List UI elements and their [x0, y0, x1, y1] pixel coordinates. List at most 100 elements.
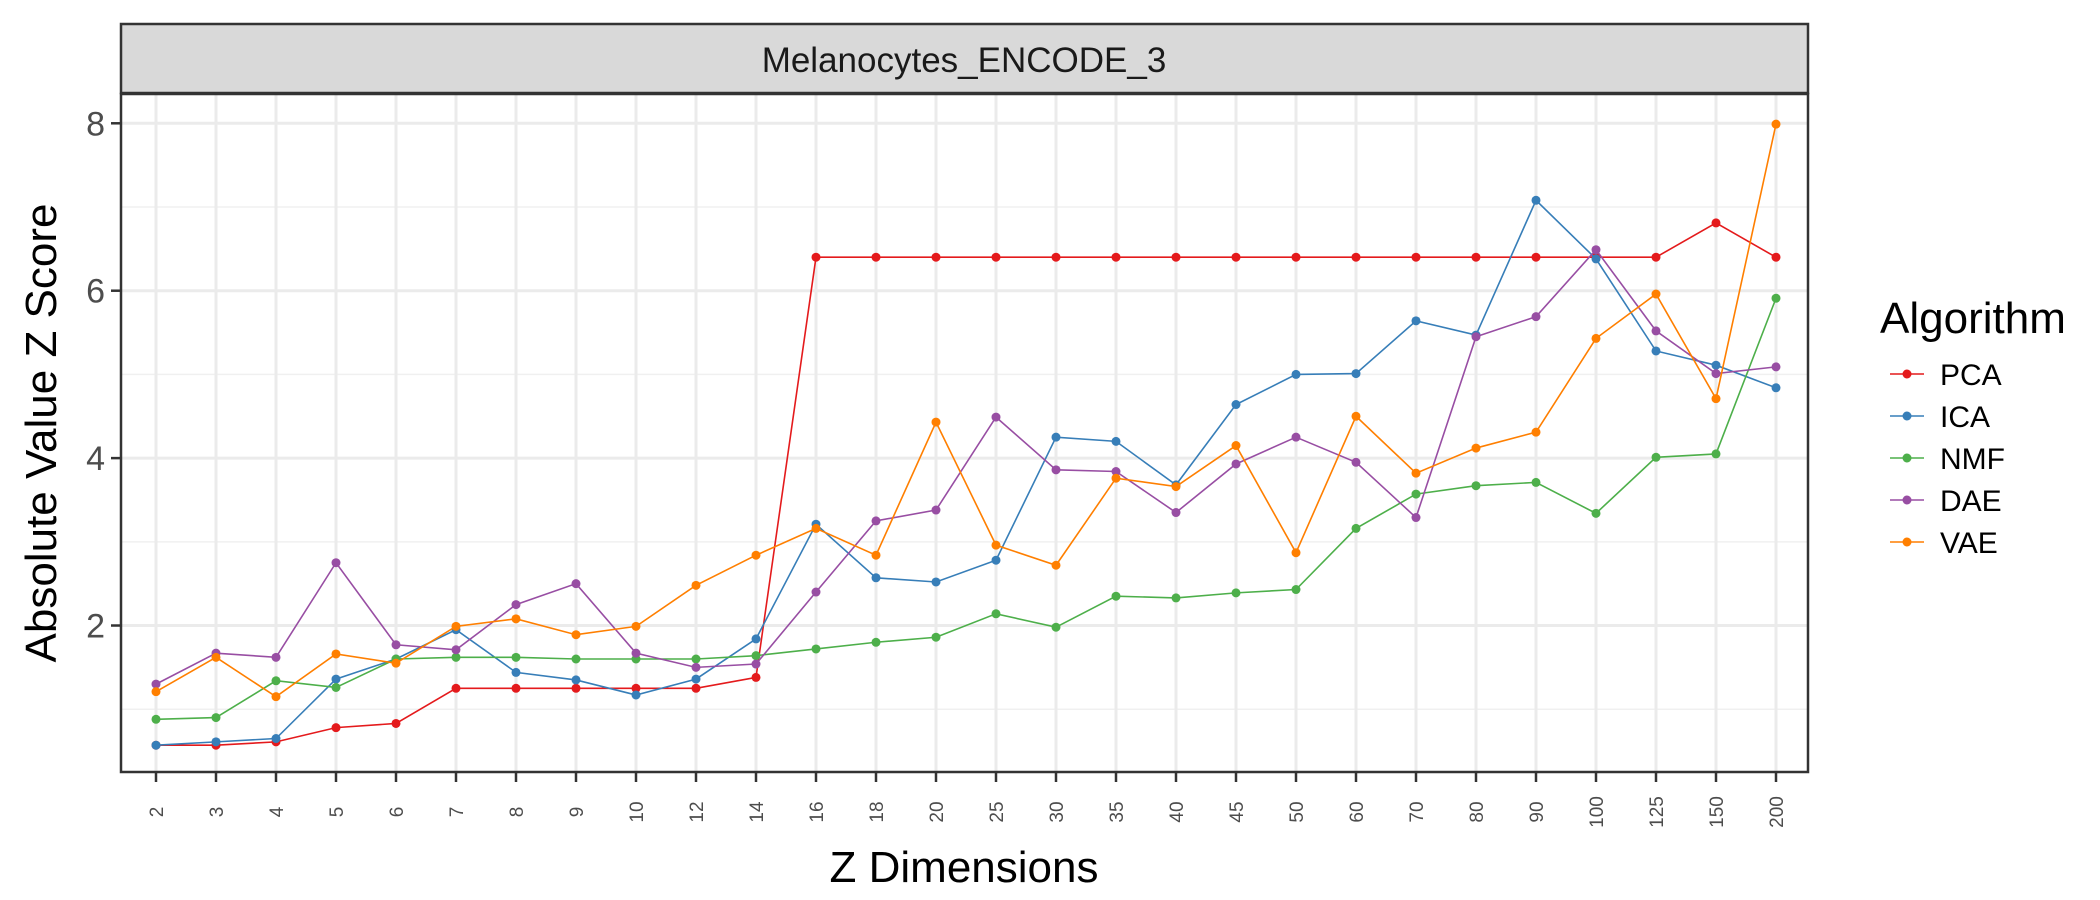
data-point-pca — [331, 723, 341, 733]
data-point-dae — [1711, 369, 1721, 379]
y-tick-label: 4 — [86, 440, 105, 478]
x-tick-label: 50 — [1287, 801, 1308, 822]
data-point-vae — [1471, 443, 1481, 453]
data-point-vae — [1771, 119, 1781, 129]
x-tick-label: 7 — [447, 807, 468, 818]
x-tick-label: 18 — [867, 801, 888, 822]
data-point-vae — [1591, 333, 1601, 343]
data-point-nmf — [991, 609, 1001, 619]
data-point-ica — [1531, 195, 1541, 205]
data-point-ica — [151, 740, 161, 750]
data-point-dae — [1471, 332, 1481, 342]
data-point-ica — [1231, 400, 1241, 410]
x-tick-label: 6 — [387, 807, 408, 818]
data-point-vae — [211, 652, 221, 662]
data-point-ica — [871, 573, 881, 583]
x-tick-label: 3 — [207, 807, 228, 818]
data-point-nmf — [751, 651, 761, 661]
data-point-vae — [451, 621, 461, 631]
y-axis-title: Absolute Value Z Score — [17, 204, 66, 663]
data-point-nmf — [871, 637, 881, 647]
x-tick-label: 60 — [1347, 801, 1368, 822]
legend-key-point — [1902, 537, 1912, 547]
legend-item-dae: DAE — [1890, 485, 2002, 518]
data-point-dae — [331, 558, 341, 568]
data-point-ica — [1591, 254, 1601, 264]
legend-item-ica: ICA — [1890, 401, 1990, 434]
series-nmf — [151, 293, 1781, 724]
data-point-vae — [1651, 289, 1661, 299]
data-point-dae — [931, 505, 941, 515]
data-point-vae — [991, 540, 1001, 550]
data-point-dae — [1351, 457, 1361, 467]
data-point-ica — [991, 555, 1001, 565]
data-point-dae — [511, 600, 521, 610]
data-point-nmf — [1711, 449, 1721, 459]
data-point-dae — [1171, 508, 1181, 518]
x-tick-label: 4 — [267, 806, 288, 817]
data-point-ica — [1711, 360, 1721, 370]
data-point-dae — [1591, 245, 1601, 255]
data-point-vae — [271, 692, 281, 702]
data-point-nmf — [271, 676, 281, 686]
data-point-dae — [1231, 459, 1241, 469]
series-layer — [151, 119, 1781, 750]
data-point-vae — [571, 630, 581, 640]
data-point-vae — [631, 621, 641, 631]
data-point-vae — [1171, 482, 1181, 492]
data-point-dae — [1051, 465, 1061, 475]
data-point-ica — [571, 675, 581, 685]
data-point-dae — [1111, 467, 1121, 477]
data-point-pca — [1051, 252, 1061, 262]
x-tick-label: 40 — [1167, 801, 1188, 822]
data-point-pca — [1291, 252, 1301, 262]
x-tick-label: 10 — [627, 801, 648, 822]
data-point-dae — [1411, 513, 1421, 523]
y-tick-label: 8 — [86, 105, 105, 143]
data-point-dae — [631, 648, 641, 658]
data-point-nmf — [1531, 477, 1541, 487]
data-point-ica — [1651, 346, 1661, 356]
data-point-nmf — [1051, 622, 1061, 632]
x-tick-label: 45 — [1227, 801, 1248, 822]
legend-label: NMF — [1940, 443, 2005, 476]
x-tick-label: 20 — [927, 801, 948, 822]
data-point-vae — [1531, 427, 1541, 437]
data-point-ica — [511, 667, 521, 677]
data-point-vae — [331, 649, 341, 659]
legend-key-point — [1902, 495, 1912, 505]
x-tick-label: 12 — [687, 801, 708, 822]
data-point-pca — [1111, 252, 1121, 262]
series-line-pca — [156, 221, 1777, 747]
panel-border — [119, 92, 1810, 774]
series-line-dae — [155, 248, 1777, 685]
data-point-nmf — [1651, 452, 1661, 462]
data-point-pca — [1171, 252, 1181, 262]
data-point-pca — [691, 683, 701, 693]
data-point-dae — [1771, 362, 1781, 372]
x-tick-label: 30 — [1047, 801, 1068, 822]
data-point-dae — [571, 579, 581, 589]
data-point-nmf — [1291, 585, 1301, 595]
data-point-dae — [151, 679, 161, 689]
y-tick-label: 6 — [86, 273, 105, 311]
data-point-pca — [1231, 252, 1241, 262]
data-point-dae — [991, 412, 1001, 422]
data-point-dae — [451, 645, 461, 655]
data-point-pca — [571, 683, 581, 693]
data-point-vae — [691, 580, 701, 590]
data-point-dae — [811, 587, 821, 597]
data-point-pca — [871, 252, 881, 262]
data-point-vae — [1051, 560, 1061, 570]
data-point-dae — [871, 516, 881, 526]
data-point-pca — [1651, 252, 1661, 262]
data-point-pca — [1771, 252, 1781, 262]
legend-item-nmf: NMF — [1890, 443, 2005, 476]
data-point-ica — [691, 674, 701, 684]
legend-label: DAE — [1940, 485, 2002, 518]
data-point-ica — [1771, 383, 1781, 393]
data-point-nmf — [1771, 293, 1781, 303]
data-point-nmf — [1231, 588, 1241, 598]
data-point-vae — [931, 417, 941, 427]
data-point-dae — [391, 640, 401, 650]
